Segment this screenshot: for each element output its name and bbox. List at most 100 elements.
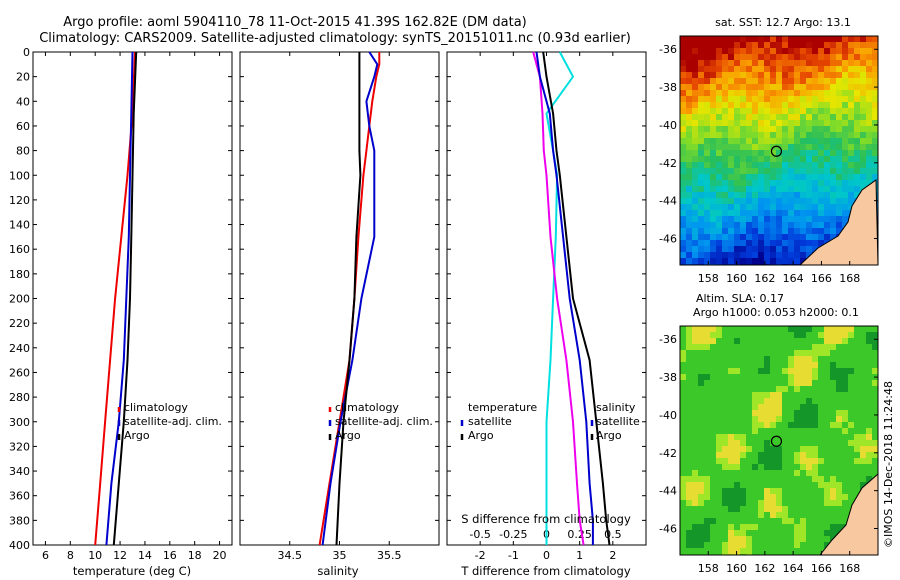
map-cell bbox=[770, 126, 776, 132]
map-cell bbox=[770, 326, 776, 332]
map-cell bbox=[692, 362, 698, 368]
map-cell bbox=[686, 452, 692, 458]
map-cell bbox=[752, 246, 758, 252]
map-cell bbox=[686, 48, 692, 54]
map-cell bbox=[698, 180, 704, 186]
map-cell bbox=[710, 102, 716, 108]
map-cell bbox=[830, 518, 836, 524]
map-cell bbox=[818, 326, 824, 332]
map-cell bbox=[680, 96, 686, 102]
map-cell bbox=[710, 464, 716, 470]
map-cell bbox=[818, 126, 824, 132]
s-difference-xlabel: S difference from climatology bbox=[461, 512, 631, 526]
map-cell bbox=[782, 204, 788, 210]
map-cell bbox=[770, 338, 776, 344]
map-cell bbox=[848, 392, 854, 398]
map-cell bbox=[818, 452, 824, 458]
map-cell bbox=[806, 204, 812, 210]
map-cell bbox=[818, 174, 824, 180]
map-cell bbox=[776, 66, 782, 72]
map-cell bbox=[830, 54, 836, 60]
lon-tick-label: 166 bbox=[811, 272, 832, 285]
map-cell bbox=[716, 144, 722, 150]
map-cell bbox=[830, 72, 836, 78]
map-cell bbox=[728, 144, 734, 150]
map-cell bbox=[680, 150, 686, 156]
map-cell bbox=[746, 488, 752, 494]
map-cell bbox=[716, 374, 722, 380]
map-cell bbox=[722, 42, 728, 48]
map-cell bbox=[824, 162, 830, 168]
map-cell bbox=[776, 234, 782, 240]
map-cell bbox=[710, 150, 716, 156]
map-cell bbox=[686, 524, 692, 530]
map-cell bbox=[746, 458, 752, 464]
map-cell bbox=[830, 362, 836, 368]
map-cell bbox=[776, 156, 782, 162]
map-cell bbox=[734, 428, 740, 434]
map-cell bbox=[794, 542, 800, 548]
map-cell bbox=[758, 180, 764, 186]
map-cell bbox=[782, 192, 788, 198]
map-cell bbox=[740, 332, 746, 338]
map-cell bbox=[812, 180, 818, 186]
map-cell bbox=[692, 72, 698, 78]
map-cell bbox=[788, 96, 794, 102]
map-cell bbox=[704, 174, 710, 180]
map-cell bbox=[692, 138, 698, 144]
map-cell bbox=[716, 210, 722, 216]
map-cell bbox=[800, 60, 806, 66]
map-cell bbox=[830, 84, 836, 90]
map-cell bbox=[692, 470, 698, 476]
map-cell bbox=[782, 368, 788, 374]
map-cell bbox=[728, 102, 734, 108]
map-cell bbox=[686, 108, 692, 114]
map-cell bbox=[842, 398, 848, 404]
map-cell bbox=[764, 192, 770, 198]
map-cell bbox=[830, 162, 836, 168]
map-cell bbox=[854, 174, 860, 180]
map-cell bbox=[794, 374, 800, 380]
map-cell bbox=[854, 404, 860, 410]
map-cell bbox=[830, 326, 836, 332]
map-cell bbox=[704, 156, 710, 162]
map-cell bbox=[728, 168, 734, 174]
map-cell bbox=[830, 186, 836, 192]
map-cell bbox=[812, 332, 818, 338]
map-cell bbox=[764, 428, 770, 434]
argo-float-marker bbox=[770, 145, 783, 157]
map-cell bbox=[800, 48, 806, 54]
lat-tick-label: -44 bbox=[659, 485, 677, 498]
map-cell bbox=[716, 162, 722, 168]
map-cell bbox=[818, 72, 824, 78]
map-cell bbox=[758, 126, 764, 132]
map-cell bbox=[758, 90, 764, 96]
x-tick-label: 18 bbox=[188, 549, 202, 562]
map-cell bbox=[812, 464, 818, 470]
map-cell bbox=[806, 332, 812, 338]
map-cell bbox=[734, 398, 740, 404]
map-cell bbox=[692, 126, 698, 132]
map-cell bbox=[698, 204, 704, 210]
map-cell bbox=[752, 506, 758, 512]
map-cell bbox=[704, 258, 710, 264]
map-cell bbox=[704, 222, 710, 228]
map-cell bbox=[692, 222, 698, 228]
map-cell bbox=[776, 240, 782, 246]
map-cell bbox=[824, 404, 830, 410]
map-cell bbox=[854, 192, 860, 198]
map-cell bbox=[848, 470, 854, 476]
map-cell bbox=[758, 470, 764, 476]
map-cell bbox=[794, 494, 800, 500]
map-cell bbox=[722, 458, 728, 464]
map-cell bbox=[722, 54, 728, 60]
map-cell bbox=[692, 36, 698, 42]
map-cell bbox=[746, 344, 752, 350]
map-cell bbox=[680, 234, 686, 240]
map-cell bbox=[746, 506, 752, 512]
map-cell bbox=[788, 482, 794, 488]
map-cell bbox=[758, 66, 764, 72]
map-cell bbox=[734, 108, 740, 114]
map-cell bbox=[866, 102, 872, 108]
